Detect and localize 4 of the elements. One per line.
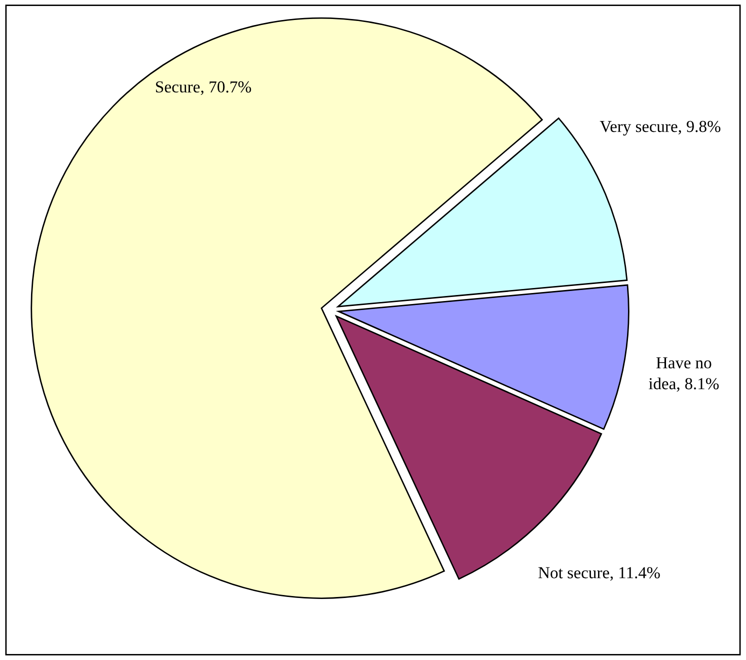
slice-label: Very secure, 9.8% — [600, 120, 720, 136]
slice-label: Not secure, 11.4% — [538, 567, 660, 581]
slice-label: Secure, 70.7% — [156, 81, 252, 95]
slice-label: Have no idea, 8.1% — [648, 357, 719, 392]
